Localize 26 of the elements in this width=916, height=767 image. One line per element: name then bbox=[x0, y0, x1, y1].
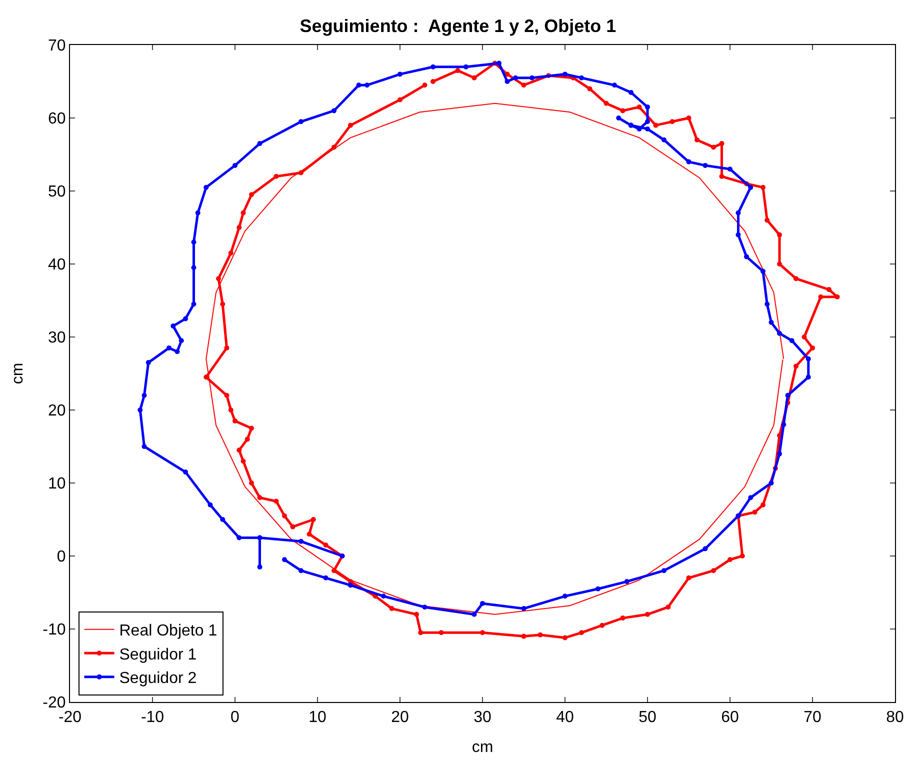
y-tick-label: 70 bbox=[48, 38, 66, 55]
x-tick-label: 30 bbox=[474, 709, 492, 726]
y-tick-label: 20 bbox=[48, 402, 66, 420]
x-tick-label: 40 bbox=[556, 709, 574, 726]
x-tick-label: 80 bbox=[886, 709, 904, 726]
y-tick-label: 60 bbox=[48, 110, 66, 128]
y-axis-title: cm bbox=[10, 362, 27, 384]
y-tick-label: 0 bbox=[56, 548, 66, 566]
x-tick-label: 60 bbox=[721, 709, 739, 726]
x-tick-label: 70 bbox=[804, 709, 822, 726]
x-tick-label: -10 bbox=[140, 709, 164, 726]
legend-label: Real Objeto 1 bbox=[119, 622, 218, 640]
y-tick-label: 10 bbox=[48, 476, 66, 493]
y-tick-label: 40 bbox=[48, 256, 66, 274]
legend-label: Seguidor 1 bbox=[119, 646, 197, 664]
y-tick-label: -20 bbox=[42, 694, 66, 712]
x-tick-label: 10 bbox=[308, 709, 326, 726]
x-axis-title: cm bbox=[472, 738, 494, 756]
x-tick-label: 20 bbox=[391, 709, 409, 726]
chart-title: Seguimiento : Agente 1 y 2, Objeto 1 bbox=[300, 16, 616, 36]
y-tick-label: -10 bbox=[42, 622, 66, 639]
x-tick-label: 50 bbox=[638, 709, 656, 726]
legend-label: Seguidor 2 bbox=[119, 670, 197, 688]
x-tick-label: 0 bbox=[230, 709, 240, 726]
y-tick-label: 30 bbox=[48, 330, 66, 347]
y-tick-label: 50 bbox=[48, 184, 66, 201]
